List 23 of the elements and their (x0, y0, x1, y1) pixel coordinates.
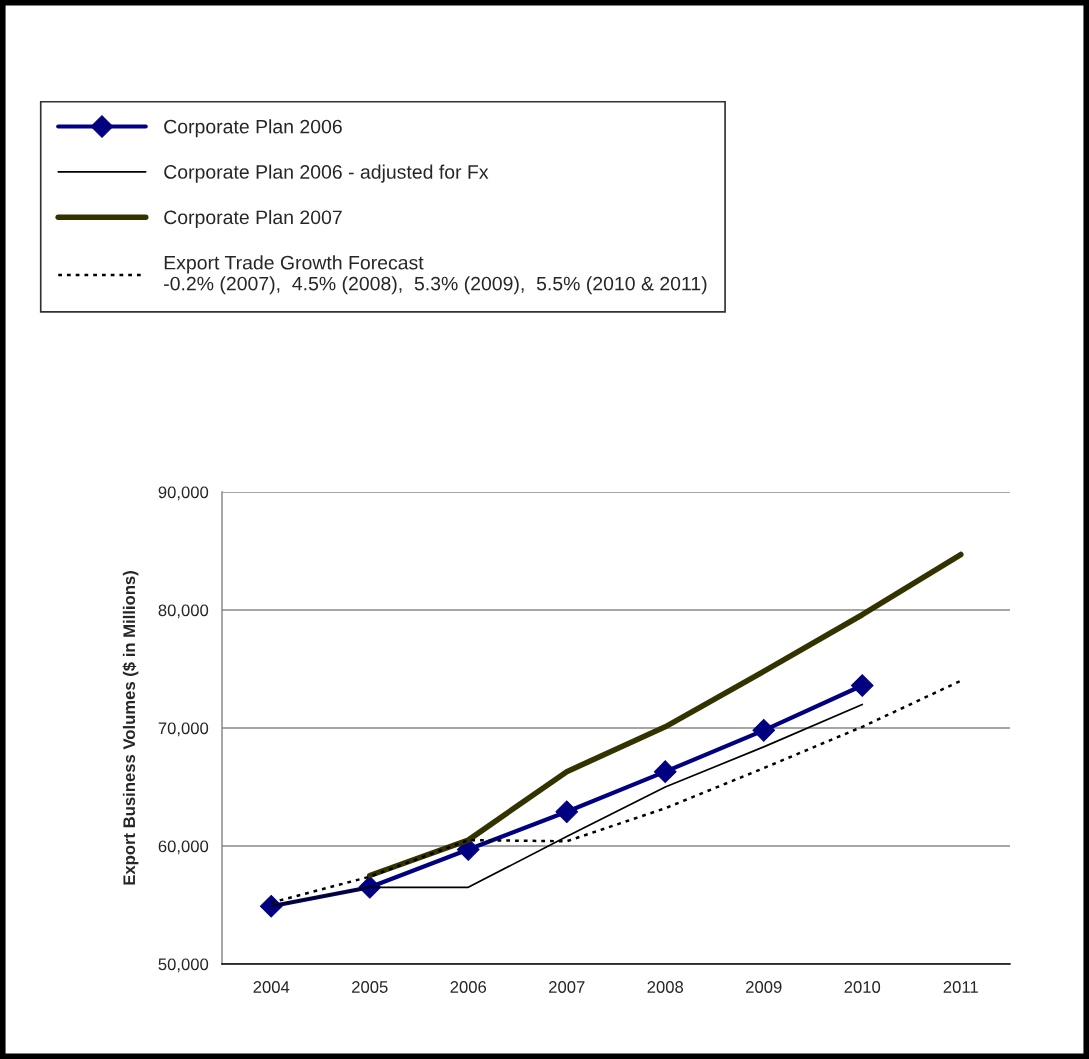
legend-label: Corporate Plan 2006 - adjusted for Fx (164, 164, 489, 183)
y-tick-label: 90,000 (158, 486, 209, 501)
y-tick-label: 70,000 (158, 722, 209, 737)
x-tick-label: 2006 (450, 981, 487, 993)
point (653, 760, 677, 783)
point (456, 838, 480, 861)
x-tick-label: 2010 (844, 981, 881, 993)
y-tick-label: 50,000 (158, 958, 209, 973)
legend-label: Export Trade Growth Forecast -0.2% (2007), 4.5% (2008), 5.3% (2009), 5.5% (2010 & 2011) (164, 255, 707, 295)
x-tick-label: 2007 (549, 981, 585, 993)
x-tick-label: 2004 (253, 981, 290, 993)
y-tick-label: 80,000 (158, 604, 209, 619)
y-axis-title: Export Business Volumes ($ in Millions) (122, 571, 139, 885)
legend-label: Corporate Plan 2006 (164, 119, 342, 138)
point (752, 719, 776, 742)
x-tick-label: 2008 (647, 981, 684, 993)
point (850, 674, 874, 697)
y-tick-label: 60,000 (158, 840, 209, 855)
x-tick-label: 2011 (943, 981, 978, 993)
x-tick-label: 2005 (352, 981, 388, 993)
legend-label: Corporate Plan 2007 (164, 209, 342, 229)
point (555, 800, 579, 824)
x-tick-label: 2009 (746, 981, 782, 993)
